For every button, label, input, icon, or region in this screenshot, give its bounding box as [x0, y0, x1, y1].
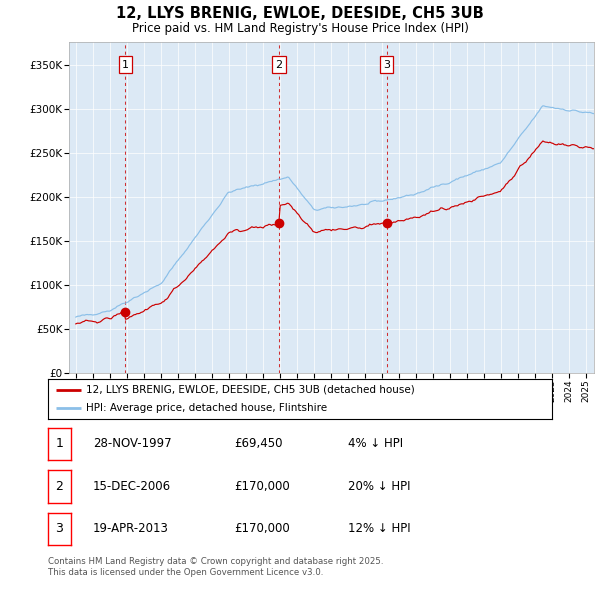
- Text: 12, LLYS BRENIG, EWLOE, DEESIDE, CH5 3UB (detached house): 12, LLYS BRENIG, EWLOE, DEESIDE, CH5 3UB…: [86, 385, 415, 395]
- Text: 1: 1: [122, 60, 129, 70]
- Text: This data is licensed under the Open Government Licence v3.0.: This data is licensed under the Open Gov…: [48, 568, 323, 577]
- Text: 15-DEC-2006: 15-DEC-2006: [93, 480, 171, 493]
- Text: 20% ↓ HPI: 20% ↓ HPI: [348, 480, 410, 493]
- Text: 1: 1: [55, 437, 64, 451]
- Text: Price paid vs. HM Land Registry's House Price Index (HPI): Price paid vs. HM Land Registry's House …: [131, 22, 469, 35]
- Text: 12, LLYS BRENIG, EWLOE, DEESIDE, CH5 3UB: 12, LLYS BRENIG, EWLOE, DEESIDE, CH5 3UB: [116, 6, 484, 21]
- Text: 19-APR-2013: 19-APR-2013: [93, 522, 169, 536]
- Text: 3: 3: [383, 60, 390, 70]
- Text: £170,000: £170,000: [234, 480, 290, 493]
- Text: 2: 2: [55, 480, 64, 493]
- Text: HPI: Average price, detached house, Flintshire: HPI: Average price, detached house, Flin…: [86, 403, 327, 413]
- Text: 2: 2: [275, 60, 283, 70]
- Text: 28-NOV-1997: 28-NOV-1997: [93, 437, 172, 451]
- Text: £170,000: £170,000: [234, 522, 290, 536]
- Text: 4% ↓ HPI: 4% ↓ HPI: [348, 437, 403, 451]
- Text: 12% ↓ HPI: 12% ↓ HPI: [348, 522, 410, 536]
- Text: £69,450: £69,450: [234, 437, 283, 451]
- Text: 3: 3: [55, 522, 64, 536]
- Text: Contains HM Land Registry data © Crown copyright and database right 2025.: Contains HM Land Registry data © Crown c…: [48, 558, 383, 566]
